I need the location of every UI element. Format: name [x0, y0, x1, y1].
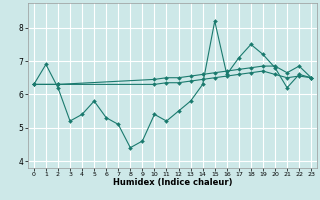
- X-axis label: Humidex (Indice chaleur): Humidex (Indice chaleur): [113, 178, 232, 187]
